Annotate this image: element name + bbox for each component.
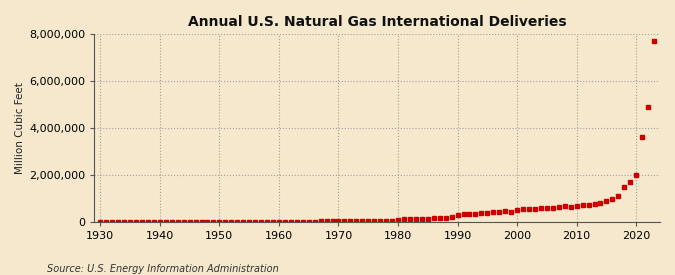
- Text: Source: U.S. Energy Information Administration: Source: U.S. Energy Information Administ…: [47, 264, 279, 274]
- Y-axis label: Million Cubic Feet: Million Cubic Feet: [15, 82, 25, 174]
- Title: Annual U.S. Natural Gas International Deliveries: Annual U.S. Natural Gas International De…: [188, 15, 566, 29]
